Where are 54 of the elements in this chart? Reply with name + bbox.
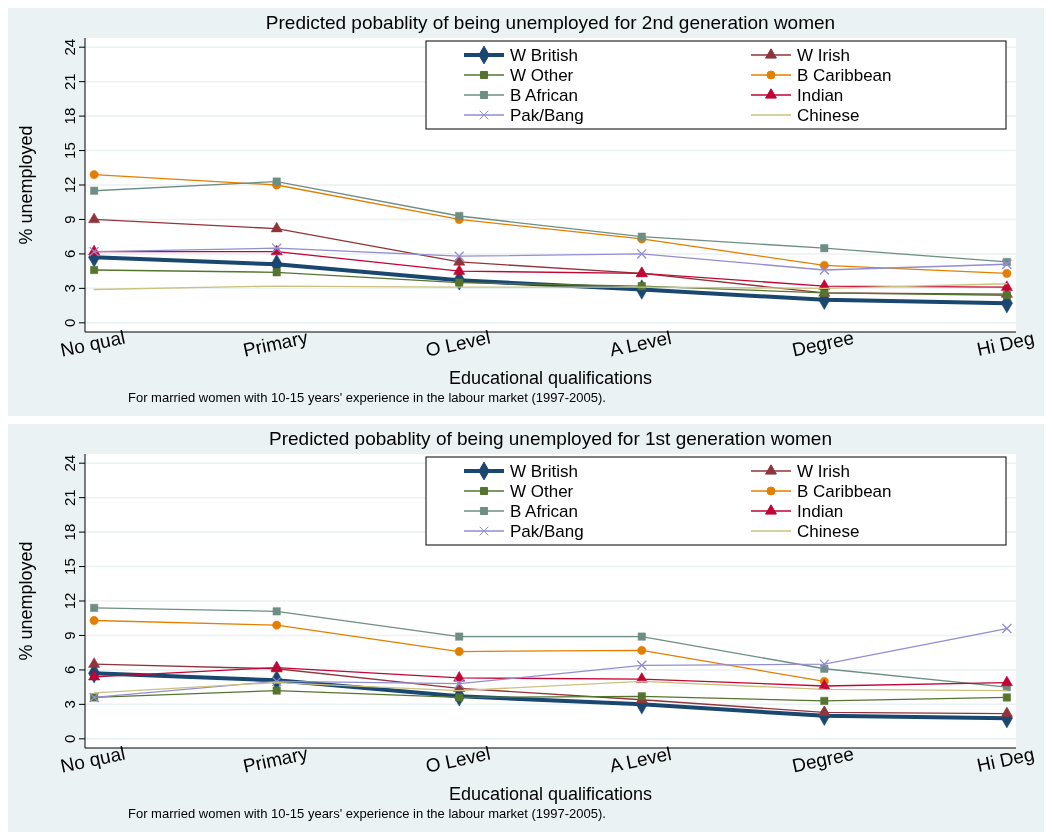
legend-label: B Caribbean bbox=[797, 482, 892, 501]
y-tick-label: 15 bbox=[61, 558, 78, 575]
x-tick-label: Degree bbox=[790, 742, 856, 777]
x-axis-title: Educational qualifications bbox=[448, 368, 653, 388]
legend-label: W British bbox=[510, 46, 578, 65]
legend-label: Indian bbox=[797, 86, 844, 105]
x-tick-label: No qual bbox=[58, 326, 127, 361]
y-tick-label: 24 bbox=[61, 454, 78, 472]
y-tick-label: 18 bbox=[61, 107, 78, 125]
x-tick-label: A Level bbox=[607, 742, 674, 777]
x-tick-label: Hi Deg bbox=[974, 327, 1037, 360]
y-tick-label: 0 bbox=[61, 318, 78, 327]
legend-label: W Other bbox=[510, 66, 574, 85]
legend-label: Pak/Bang bbox=[510, 106, 584, 125]
x-tick-label: A Level bbox=[607, 326, 674, 361]
y-tick-label: 12 bbox=[61, 176, 78, 194]
x-axis-title: Educational qualifications bbox=[448, 784, 653, 804]
x-tick-label: O Level bbox=[423, 326, 493, 361]
y-tick-label: 24 bbox=[61, 38, 78, 56]
y-tick-label: 18 bbox=[61, 523, 78, 541]
x-tick-label: Degree bbox=[790, 326, 856, 361]
y-tick-label: 21 bbox=[61, 73, 78, 90]
legend-label: Pak/Bang bbox=[510, 522, 584, 541]
y-axis-title: % unemployed bbox=[16, 125, 36, 245]
y-tick-label: 3 bbox=[61, 700, 78, 709]
y-tick-label: 3 bbox=[61, 284, 78, 293]
x-tick-label: Hi Deg bbox=[974, 743, 1037, 776]
y-tick-label: 0 bbox=[61, 734, 78, 743]
y-axis-title: % unemployed bbox=[16, 541, 36, 661]
legend-label: W British bbox=[510, 462, 578, 481]
legend-label: B African bbox=[510, 86, 579, 105]
y-tick-label: 6 bbox=[61, 665, 78, 675]
legend-label: B Caribbean bbox=[797, 66, 892, 85]
legend-label: Chinese bbox=[797, 106, 860, 125]
legend-label: B African bbox=[510, 502, 579, 521]
legend-label: Indian bbox=[797, 502, 844, 521]
x-tick-label: No qual bbox=[58, 742, 127, 777]
y-tick-label: 15 bbox=[61, 142, 78, 159]
y-tick-label: 21 bbox=[61, 489, 78, 506]
legend-label: W Other bbox=[510, 482, 574, 501]
x-tick-label: Primary bbox=[241, 326, 310, 361]
y-tick-label: 9 bbox=[61, 631, 78, 640]
y-tick-label: 9 bbox=[61, 215, 78, 224]
y-tick-label: 6 bbox=[61, 249, 78, 259]
text: For married women with 10-15 years' experience in the labour market (1997-2005). bbox=[128, 806, 606, 821]
chart-title: Predicted pobablity of being unemployed for 2nd generation women bbox=[265, 12, 836, 33]
legend-label: W Irish bbox=[797, 46, 850, 65]
y-tick-label: 12 bbox=[61, 592, 78, 610]
x-tick-label: O Level bbox=[423, 742, 493, 777]
text: For married women with 10-15 years' experience in the labour market (1997-2005). bbox=[128, 390, 606, 405]
chart-title: Predicted pobablity of being unemployed for 1st generation women bbox=[269, 428, 832, 449]
legend-label: W Irish bbox=[797, 462, 850, 481]
x-tick-label: Primary bbox=[241, 742, 310, 777]
legend-label: Chinese bbox=[797, 522, 860, 541]
